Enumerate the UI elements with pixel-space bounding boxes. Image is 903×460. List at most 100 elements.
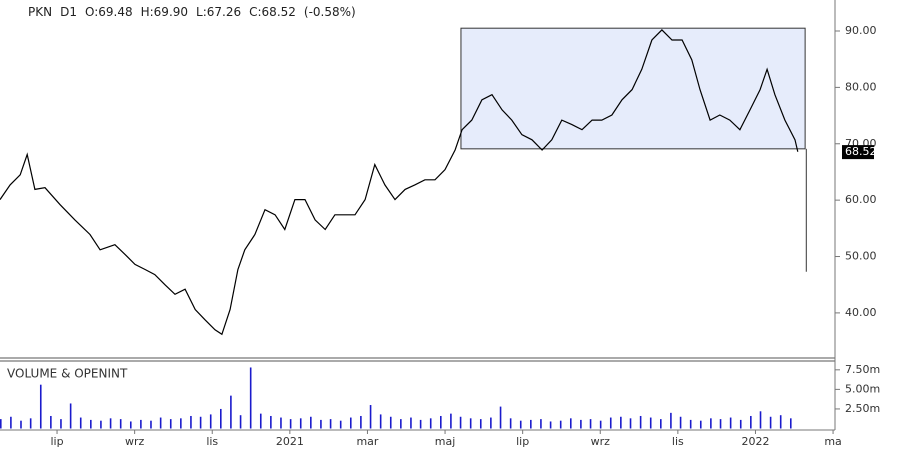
header-item: PKN (28, 5, 52, 19)
volume-bar (259, 413, 262, 429)
volume-bar (499, 406, 502, 429)
x-tick-label: lis (672, 435, 684, 448)
volume-bar (169, 419, 172, 429)
volume-bar (639, 415, 642, 429)
x-tick-label: ma (824, 435, 841, 448)
x-tick-label: wrz (591, 435, 611, 448)
volume-bar (479, 419, 482, 429)
volume-bar (580, 419, 582, 429)
header-item: C:68.52 (249, 5, 296, 19)
volume-bar (339, 420, 342, 429)
x-tick-label: wrz (125, 435, 145, 448)
x-tick-label: lip (50, 435, 63, 448)
volume-bar (10, 416, 12, 429)
volume-bar (400, 419, 402, 429)
volume-bar (20, 420, 22, 429)
volume-bar (509, 418, 512, 429)
volume-bar (100, 420, 102, 429)
x-tick-label: lip (516, 435, 529, 448)
x-tick-label: 2021 (276, 435, 304, 448)
volume-bar (310, 416, 312, 429)
y-tick-label: 90.00 (845, 24, 877, 37)
volume-bar (670, 412, 672, 429)
volume-bar (750, 415, 752, 429)
volume-bar (389, 416, 392, 429)
volume-bar (320, 419, 322, 429)
x-tick-label: maj (435, 435, 456, 448)
volume-bar (140, 419, 142, 429)
volume-bar (270, 415, 272, 429)
volume-bar (699, 420, 702, 429)
volume-bar (29, 418, 32, 429)
x-tick-label: mar (356, 435, 378, 448)
volume-bar (429, 418, 432, 429)
header-item: D1 (60, 5, 77, 19)
volume-bar (599, 420, 602, 429)
volume-bar (459, 416, 462, 429)
volume-bar (689, 419, 692, 429)
volume-bar (649, 417, 652, 429)
volume-bar (249, 367, 252, 429)
volume-bar (79, 417, 82, 429)
volume-bar (150, 420, 152, 429)
volume-bar (589, 419, 592, 429)
volume-bar (440, 415, 442, 429)
volume-bar (519, 420, 522, 429)
last-price-label: 68.52 (845, 145, 877, 158)
x-tick-label: lis (206, 435, 218, 448)
volume-bar (239, 415, 242, 429)
volume-bar (719, 419, 722, 429)
volume-bar (559, 420, 562, 429)
volume-bar (69, 403, 72, 429)
volume-bar (0, 419, 2, 429)
y-tick-label: 5.00m (845, 382, 880, 395)
y-tick-label: 50.00 (845, 250, 877, 263)
volume-bar (289, 419, 292, 429)
volume-bar (159, 417, 162, 429)
volume-bar (729, 417, 732, 429)
volume-bar (530, 419, 532, 429)
y-tick-label: 40.00 (845, 306, 877, 319)
volume-bar (230, 395, 232, 429)
volume-bar (329, 419, 332, 429)
volume-bar (569, 418, 572, 429)
volume-bar (620, 416, 622, 429)
volume-bar (280, 417, 282, 429)
volume-bar (609, 417, 612, 429)
volume-bar (679, 416, 682, 429)
volume-bar (220, 408, 222, 429)
volume-bar (379, 414, 382, 429)
volume-bar (299, 418, 302, 429)
volume-bar (629, 418, 632, 429)
header: PKN D1 O:69.48 H:69.90 L:67.26 C:68.52 (-0.58%… (28, 5, 356, 19)
volume-bar (759, 411, 762, 429)
y-tick-label: 7.50m (845, 363, 880, 376)
volume-bar (549, 421, 552, 429)
volume-bar (119, 419, 122, 429)
volume-bar (779, 415, 782, 429)
volume-bar (660, 419, 662, 429)
volume-bar (540, 419, 542, 429)
volume-bar (410, 417, 412, 429)
header-item: (-0.58%) (304, 5, 356, 19)
volume-bar (109, 418, 112, 429)
header-item: H:69.90 (141, 5, 188, 19)
panel-title: VOLUME & OPENINT (7, 367, 128, 381)
x-tick-label: 2022 (741, 435, 769, 448)
volume-bar (199, 416, 202, 429)
volume-bar (769, 416, 772, 429)
header-item: L:67.26 (196, 5, 241, 19)
volume-bar (180, 418, 182, 429)
y-tick-label: 80.00 (845, 80, 877, 93)
volume-bar (469, 418, 472, 429)
price-line (0, 29, 799, 336)
volume-bar (450, 413, 452, 429)
header-item: O:69.48 (85, 5, 133, 19)
volume-bar (129, 421, 132, 429)
volume-bar (50, 415, 52, 429)
volume-bar (190, 415, 192, 429)
volume-bar (360, 415, 362, 429)
volume-bar (739, 419, 742, 429)
volume-bar (39, 384, 42, 429)
